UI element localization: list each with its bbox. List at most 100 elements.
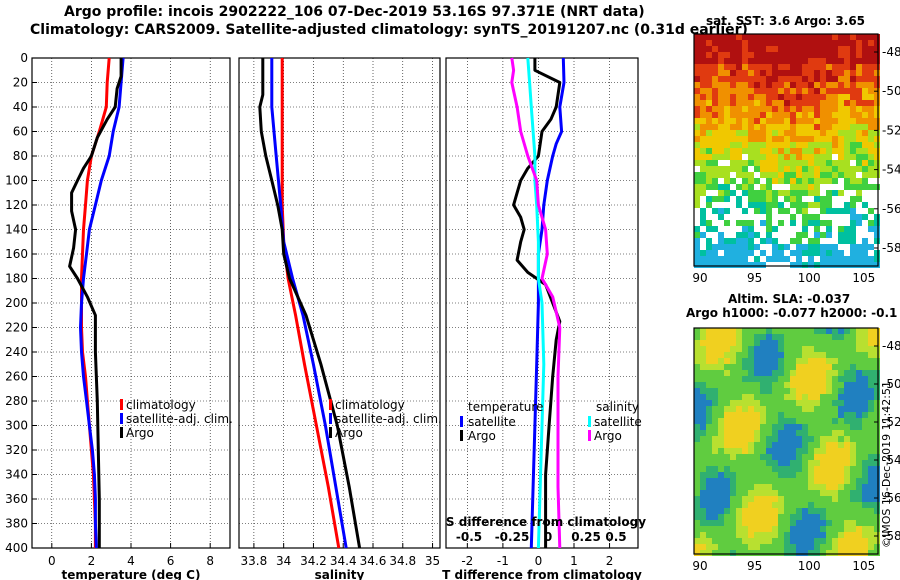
map-cell [850, 178, 856, 184]
map-cell [742, 454, 748, 460]
map-cell [802, 232, 808, 238]
map-cell [712, 136, 718, 142]
map-cell [784, 442, 790, 448]
map-cell [724, 418, 730, 424]
map-cell [700, 136, 706, 142]
map-cell [778, 250, 784, 256]
map-cell [760, 502, 766, 508]
map-cell [856, 52, 862, 58]
map-cell [844, 238, 850, 244]
map-cell [826, 430, 832, 436]
map-cell [712, 82, 718, 88]
map-cell [772, 388, 778, 394]
map-cell [760, 232, 766, 238]
map-cell [868, 124, 874, 130]
map-cell [796, 262, 802, 268]
map-cell [724, 442, 730, 448]
map-cell [754, 358, 760, 364]
map-cell [754, 352, 760, 358]
map-cell [802, 70, 808, 76]
map-cell [778, 184, 784, 190]
map-cell [730, 64, 736, 70]
map-cell [736, 514, 742, 520]
map-cell [862, 538, 868, 544]
map-cell [784, 58, 790, 64]
map-cell [748, 214, 754, 220]
map-cell [742, 328, 748, 334]
map-cell [706, 424, 712, 430]
map-cell [706, 154, 712, 160]
map-cell [754, 112, 760, 118]
map-cell [760, 334, 766, 340]
map-cell [700, 82, 706, 88]
map-cell [844, 178, 850, 184]
map-cell [862, 466, 868, 472]
map-cell [808, 244, 814, 250]
map-cell [826, 166, 832, 172]
map-cell [832, 358, 838, 364]
map-cell [796, 376, 802, 382]
map-cell [754, 478, 760, 484]
map-cell [784, 340, 790, 346]
map-cell [778, 190, 784, 196]
map-cell [868, 454, 874, 460]
map-cell [790, 82, 796, 88]
map-cell [850, 436, 856, 442]
map-cell [712, 220, 718, 226]
map-cell [718, 406, 724, 412]
map-cell [796, 514, 802, 520]
map-cell [832, 46, 838, 52]
map-cell [718, 244, 724, 250]
map-cell [826, 370, 832, 376]
map-cell [862, 232, 868, 238]
map-cell [760, 226, 766, 232]
y-tick-label-400: 400 [5, 541, 28, 555]
map-cell [766, 412, 772, 418]
map-cell [712, 40, 718, 46]
map-cell [820, 262, 826, 268]
map-cell [742, 394, 748, 400]
map-cell [754, 346, 760, 352]
map-cell [874, 160, 880, 166]
map-cell [772, 520, 778, 526]
map-cell [802, 418, 808, 424]
top-tick-label-2: 0 [544, 530, 552, 544]
map-cell [814, 232, 820, 238]
map-cell [790, 226, 796, 232]
map-cell [760, 40, 766, 46]
map-cell [814, 424, 820, 430]
map-cell [706, 478, 712, 484]
map-cell [700, 106, 706, 112]
map-cell [808, 112, 814, 118]
map-cell [736, 424, 742, 430]
map-cell [748, 520, 754, 526]
map-cell [712, 364, 718, 370]
map-cell [724, 334, 730, 340]
map-cell [730, 238, 736, 244]
map-cell [712, 478, 718, 484]
map-cell [838, 58, 844, 64]
map-cell [826, 250, 832, 256]
map-cell [760, 58, 766, 64]
map-cell [820, 238, 826, 244]
map-cell [850, 40, 856, 46]
map-cell [808, 550, 814, 556]
map-cell [736, 184, 742, 190]
map-cell [766, 184, 772, 190]
map-cell [736, 454, 742, 460]
top-axis-label: S difference from climatology [446, 515, 646, 529]
map-cell [802, 94, 808, 100]
map-cell [742, 376, 748, 382]
map-cell [772, 550, 778, 556]
map-cell [796, 148, 802, 154]
map-cell [748, 118, 754, 124]
map-cell [856, 334, 862, 340]
map-cell [838, 238, 844, 244]
map-cell [784, 226, 790, 232]
map-cell [784, 76, 790, 82]
map-cell [742, 484, 748, 490]
map-cell [874, 340, 880, 346]
map-cell [802, 112, 808, 118]
map-cell [718, 520, 724, 526]
map-cell [742, 214, 748, 220]
